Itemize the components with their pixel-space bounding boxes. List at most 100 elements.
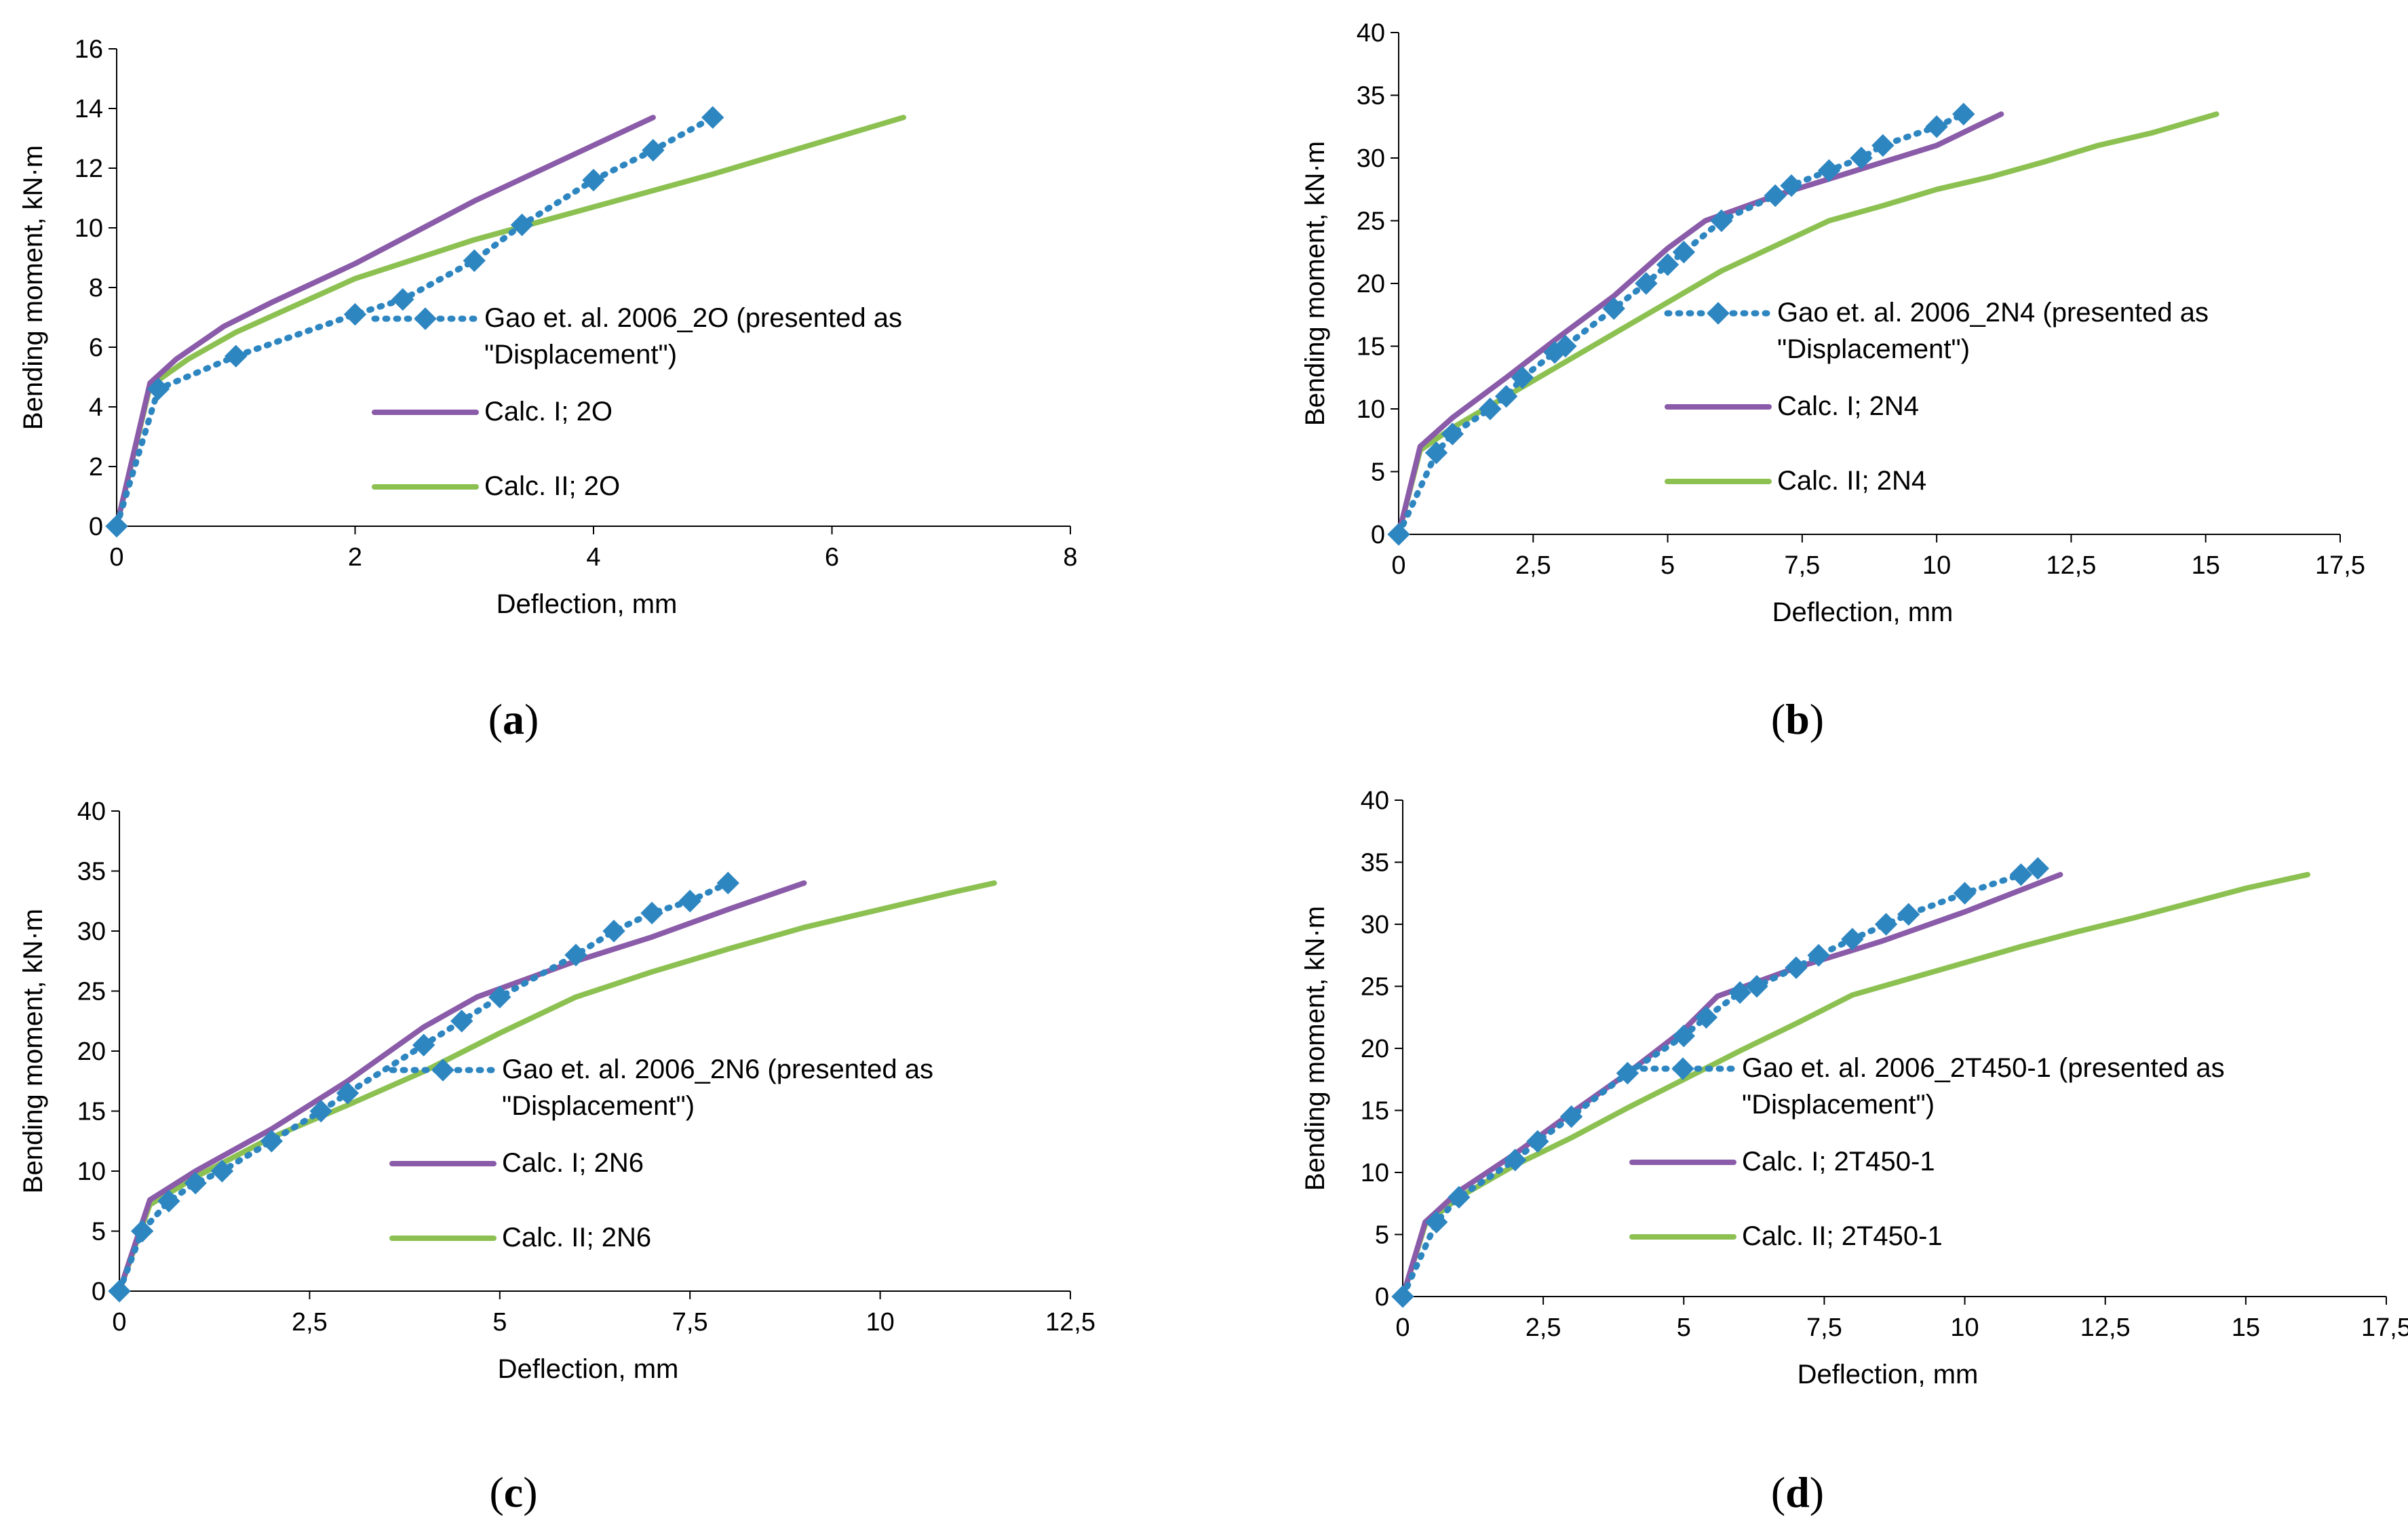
legend-entry-label: Gao et. al. 2006_2O (presented as — [484, 303, 902, 333]
y-tick-label: 15 — [1361, 1097, 1389, 1126]
data-point-marker — [1871, 134, 1895, 157]
data-point-marker — [1694, 1006, 1718, 1029]
legend-entry-label: Calc. II; 2N4 — [1777, 466, 1926, 496]
data-point-marker — [450, 1010, 473, 1033]
data-point-marker — [488, 985, 511, 1009]
data-point-marker — [1602, 297, 1625, 320]
legend-entry-label: Gao et. al. 2006_2N4 (presented as — [1777, 298, 2209, 328]
x-axis-label: Deflection, mm — [498, 1354, 679, 1384]
y-tick-label: 4 — [89, 393, 103, 422]
panel-letter: a — [503, 695, 524, 743]
series-line-calc1 — [1400, 871, 2063, 1299]
y-tick-label: 20 — [1357, 270, 1385, 298]
panel-paren: ) — [524, 695, 539, 743]
panel-paren: ( — [488, 695, 503, 743]
x-tick-label: 7,5 — [1806, 1314, 1842, 1342]
x-tick-label: 10 — [1950, 1314, 1979, 1342]
y-axis-label: Bending moment, kN·m — [18, 145, 48, 430]
x-tick-label: 0 — [1395, 1314, 1410, 1342]
y-tick-label: 6 — [89, 334, 103, 362]
data-point-marker — [564, 943, 587, 967]
data-point-marker — [1850, 146, 1873, 170]
data-point-marker — [1424, 441, 1448, 465]
y-axis-label: Bending moment, kN·m — [18, 909, 48, 1193]
data-point-marker — [640, 901, 663, 925]
data-point-marker — [1672, 1024, 1695, 1048]
panel-label: (d) — [1771, 1468, 1824, 1516]
panel-paren: ( — [1771, 1468, 1785, 1516]
y-tick-label: 0 — [89, 513, 103, 541]
y-tick-label: 40 — [1357, 19, 1385, 47]
series-line-calc1 — [114, 115, 656, 529]
x-axis-label: Deflection, mm — [1798, 1360, 1979, 1389]
y-tick-label: 10 — [77, 1158, 106, 1186]
y-tick-label: 0 — [1375, 1283, 1389, 1311]
data-point-marker — [582, 168, 605, 192]
series-line-calc2 — [1400, 871, 2310, 1299]
data-point-marker — [391, 288, 414, 311]
data-point-marker — [336, 1082, 360, 1105]
chart-panel-b: 0 5 10 15 20 25 30 35 40 0 2,5 5 7,5 10 12,5 15 17,5 Defl… — [1300, 19, 2365, 743]
legend-entry-label: Calc. I; 2T450-1 — [1742, 1147, 1935, 1177]
y-tick-label: 15 — [77, 1098, 106, 1126]
panel-letter: b — [1785, 695, 1810, 743]
y-tick-label: 35 — [1357, 82, 1385, 111]
panel-label: (c) — [489, 1468, 537, 1516]
data-point-marker — [260, 1130, 284, 1153]
data-point-marker — [1953, 882, 1977, 905]
x-tick-label: 8 — [1063, 543, 1077, 572]
data-point-marker — [701, 106, 724, 129]
x-tick-label: 17,5 — [2315, 551, 2365, 580]
y-tick-label: 40 — [1361, 787, 1389, 815]
y-tick-label: 30 — [1357, 144, 1385, 173]
data-point-marker — [1494, 384, 1518, 408]
data-point-marker — [1817, 159, 1841, 182]
legend-marker — [1707, 302, 1730, 325]
legend-entry-label: Calc. II; 2O — [484, 471, 620, 501]
x-tick-label: 0 — [1391, 551, 1405, 580]
legend-entry-label: "Displacement") — [1777, 334, 1970, 364]
x-tick-label: 5 — [492, 1308, 507, 1337]
y-tick-label: 5 — [1371, 458, 1385, 487]
y-tick-label: 5 — [92, 1218, 106, 1246]
y-axis-label: Bending moment, kN·m — [1300, 141, 1330, 426]
panel-letter: d — [1785, 1468, 1810, 1516]
data-point-marker — [2026, 856, 2049, 880]
chart-panel-c: 0 5 10 15 20 25 30 35 40 0 2,5 5 7,5 10 12,5 Deflection… — [18, 797, 1095, 1516]
x-tick-label: 10 — [866, 1308, 894, 1337]
x-tick-label: 2,5 — [1526, 1314, 1561, 1342]
y-tick-label: 30 — [77, 917, 106, 946]
x-tick-label: 15 — [2232, 1314, 2260, 1342]
panel-letter: c — [504, 1468, 523, 1516]
data-point-marker — [1710, 209, 1733, 233]
x-tick-label: 12,5 — [2080, 1314, 2131, 1342]
y-tick-label: 20 — [77, 1038, 106, 1066]
y-tick-label: 2 — [89, 453, 103, 481]
y-tick-label: 10 — [1357, 395, 1385, 424]
y-tick-label: 15 — [1357, 333, 1385, 361]
x-tick-label: 4 — [586, 543, 600, 572]
chart-panel-a: 0 2 4 6 8 10 12 14 16 0 2 4 6 8 Deflection, mm Bending … — [18, 35, 1078, 743]
legend-marker — [1671, 1057, 1694, 1080]
series-line-calc2 — [117, 880, 997, 1294]
x-tick-label: 7,5 — [1784, 551, 1820, 580]
x-tick-label: 6 — [825, 543, 839, 572]
y-tick-label: 5 — [1375, 1221, 1389, 1250]
legend-entry-label: "Displacement") — [1742, 1090, 1935, 1120]
x-axis-label: Deflection, mm — [1772, 597, 1954, 627]
data-point-marker — [1925, 115, 1948, 138]
data-point-marker — [343, 302, 367, 326]
data-point-marker — [1656, 253, 1679, 276]
y-tick-label: 40 — [77, 797, 106, 826]
panel-label: (a) — [488, 695, 539, 743]
series-line-experimental — [116, 880, 731, 1295]
data-point-marker — [184, 1171, 207, 1195]
y-tick-label: 12 — [75, 155, 103, 183]
y-axis-label: Bending moment, kN·m — [1300, 906, 1330, 1191]
y-tick-label: 35 — [77, 858, 106, 886]
data-point-marker — [2009, 863, 2033, 886]
y-tick-label: 10 — [1361, 1159, 1389, 1187]
y-tick-label: 35 — [1361, 849, 1389, 877]
data-point-marker — [1526, 1130, 1549, 1153]
